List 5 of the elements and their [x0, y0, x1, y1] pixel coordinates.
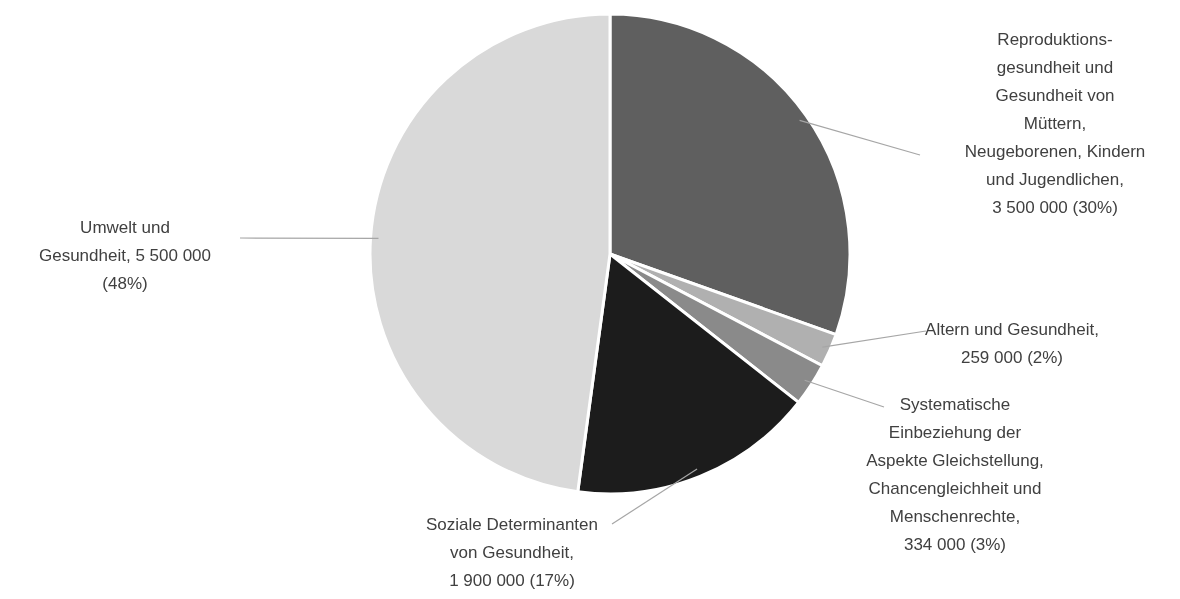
slice-label: Umwelt und Gesundheit, 5 500 000 (48%): [38, 218, 212, 293]
slice-label: Systematische Einbeziehung der Aspekte Gleichstellung, Chancengleichheit und Menschenrechte, 334 000 (3%): [866, 395, 1044, 554]
slice-label: Altern und Gesundheit, 259 000 (2%): [925, 320, 1099, 367]
slice-label: Soziale Determinanten von Gesundheit, 1 900 000 (17%): [426, 515, 598, 590]
slice-label: Reproduktions- gesundheit und Gesundheit von Müttern, Neugeborenen, Kindern und Jugendlichen, 3 500 000 (30%): [964, 30, 1146, 217]
